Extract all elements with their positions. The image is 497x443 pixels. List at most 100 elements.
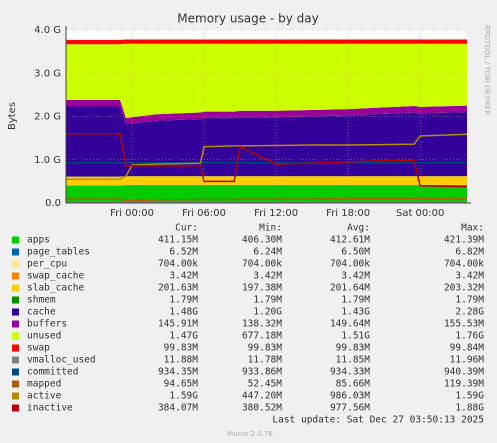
legend-label: page_tables (27, 247, 90, 258)
x-tick-label: Fri 12:00 (254, 208, 298, 219)
legend-value: 704.00k (444, 259, 484, 270)
y-tick-label: 1.0 G (34, 155, 61, 166)
legend-value: 406.30M (242, 235, 282, 246)
legend-swatch (12, 284, 19, 292)
legend-value: 3.42M (341, 271, 370, 282)
legend-value: 986.03M (330, 391, 370, 402)
legend-column-header: Min: (259, 223, 282, 234)
version: Munin 2.0.76 (227, 430, 273, 438)
area-swap (66, 39, 467, 45)
legend-value: 52.45M (248, 379, 283, 390)
legend-value: 2.28G (455, 307, 484, 318)
last-update: Last update: Sat Dec 27 03:50:13 2025 (272, 415, 484, 426)
legend-value: 1.79M (341, 295, 370, 306)
area-buffers (66, 99, 467, 125)
legend-value: 6.50M (341, 247, 370, 258)
legend-swatch (12, 272, 19, 280)
legend-swatch (12, 392, 19, 400)
legend-value: 933.86M (242, 367, 282, 378)
line-active (66, 133, 468, 180)
legend-swatch (12, 248, 19, 256)
legend-label: unused (27, 331, 61, 342)
legend-value: 201.63M (158, 283, 198, 294)
legend-swatch (12, 380, 19, 388)
y-tick-label: 4.0 G (34, 25, 61, 36)
legend-label: per_cpu (27, 259, 67, 270)
legend-value: 197.38M (242, 283, 282, 294)
legend-label: shmem (27, 295, 56, 306)
legend-value: 1.47G (169, 331, 198, 342)
side-label: RRDTOOL / TOBI OETIKER (483, 25, 491, 115)
line-inactive (66, 133, 468, 188)
legend-value: 99.83M (336, 343, 371, 354)
legend-value: 934.33M (330, 367, 370, 378)
legend-value: 940.39M (444, 367, 484, 378)
legend-column-header: Cur: (175, 223, 198, 234)
legend-value: 99.83M (164, 343, 199, 354)
area-unused (66, 43, 467, 119)
x-tick-label: Sat 00:00 (396, 208, 444, 219)
area-slab-cache (66, 176, 467, 186)
legend-value: 1.76G (455, 331, 484, 342)
y-tick-label: 3.0 G (34, 68, 61, 79)
legend-value: 1.43G (341, 307, 370, 318)
legend-value: 138.32M (242, 319, 282, 330)
legend-value: 119.39M (444, 379, 484, 390)
legend-value: 1.48G (169, 307, 198, 318)
legend-value: 6.24M (253, 247, 282, 258)
legend-value: 1.79M (253, 295, 282, 306)
legend-value: 447.20M (242, 391, 282, 402)
area-swap-cache (66, 184, 467, 186)
legend-label: swap (27, 343, 50, 354)
legend-value: 411.15M (158, 235, 198, 246)
x-tick-label: Fri 00:00 (110, 208, 154, 219)
legend-swatch (12, 320, 19, 328)
legend-swatch (12, 260, 19, 268)
legend-value: 99.83M (248, 343, 283, 354)
legend-value: 380.52M (242, 403, 282, 414)
legend-value: 11.96M (450, 355, 485, 366)
x-tick-label: Fri 06:00 (182, 208, 226, 219)
legend-value: 1.59G (169, 391, 198, 402)
legend-value: 1.79M (169, 295, 198, 306)
legend-value: 85.66M (336, 379, 371, 390)
legend-value: 94.65M (164, 379, 199, 390)
legend-value: 11.85M (336, 355, 371, 366)
legend-column-header: Avg: (347, 223, 370, 234)
legend-value: 6.52M (169, 247, 198, 258)
legend-value: 201.64M (330, 283, 370, 294)
legend-value: 704.00k (330, 259, 370, 270)
legend-swatch (12, 356, 19, 364)
legend-value: 1.20G (253, 307, 282, 318)
y-axis-label: Bytes (7, 102, 18, 130)
legend-value: 421.39M (444, 235, 484, 246)
legend-value: 155.53M (444, 319, 484, 330)
legend-swatch (12, 236, 19, 244)
legend-swatch (12, 308, 19, 316)
legend-value: 3.42M (455, 271, 484, 282)
legend-value: 149.64M (330, 319, 370, 330)
legend-label: committed (27, 367, 78, 378)
legend-label: slab_cache (27, 283, 84, 294)
area-shmem (66, 176, 467, 177)
legend-label: cache (27, 307, 56, 318)
y-tick-label: 2.0 G (34, 112, 61, 123)
legend-swatch (12, 332, 19, 340)
legend-value: 977.56M (330, 403, 370, 414)
legend-column-header: Max: (461, 223, 484, 234)
legend-label: mapped (27, 379, 61, 390)
legend-value: 1.79M (455, 295, 484, 306)
legend-label: inactive (27, 403, 73, 414)
legend-value: 704.00k (242, 259, 282, 270)
legend-value: 677.18M (242, 331, 282, 342)
legend-label: vmalloc_used (27, 355, 96, 366)
legend-value: 934.35M (158, 367, 198, 378)
legend-value: 1.51G (341, 331, 370, 342)
legend-value: 1.59G (455, 391, 484, 402)
legend-swatch (12, 404, 19, 412)
legend-value: 3.42M (169, 271, 198, 282)
legend-value: 11.78M (248, 355, 283, 366)
legend-label: active (27, 391, 62, 402)
legend-label: swap_cache (27, 271, 84, 282)
